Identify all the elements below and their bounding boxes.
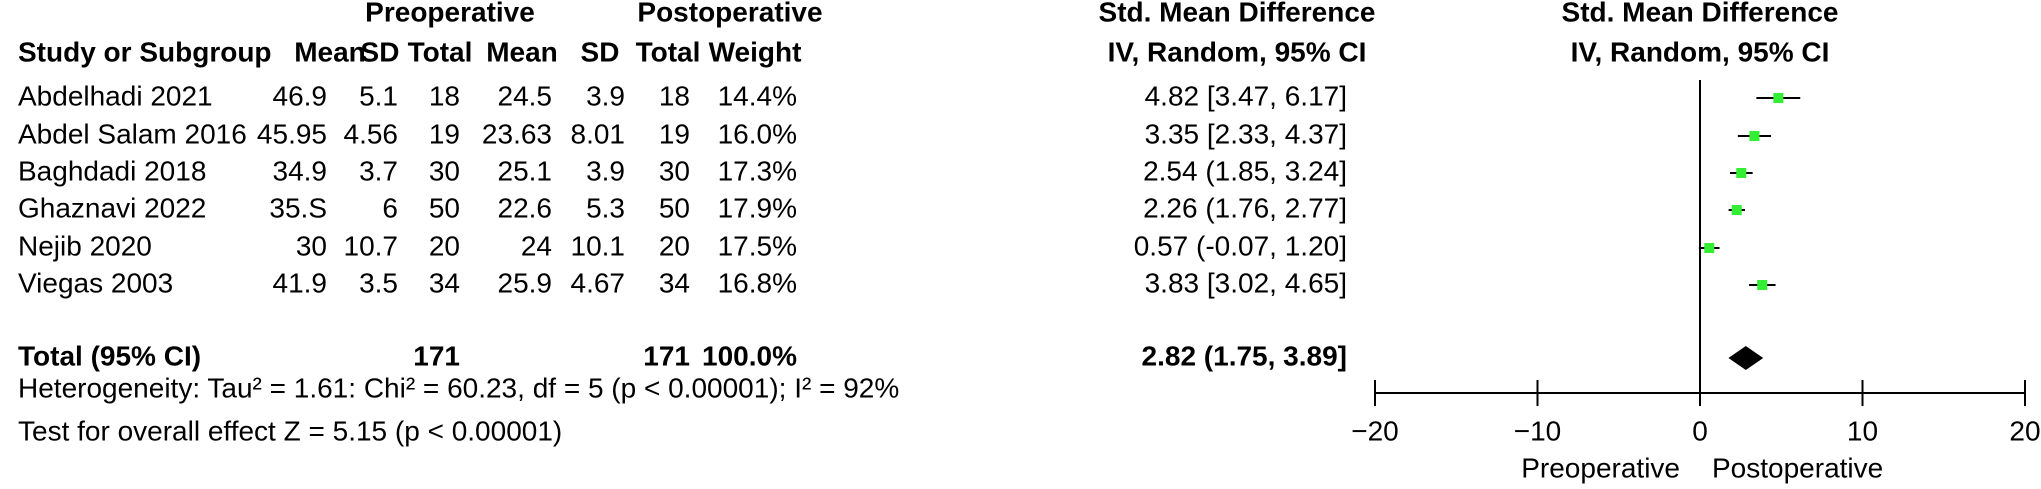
favours-left: Preoperative <box>1521 452 1680 483</box>
table-cell: 3.9 <box>586 80 625 111</box>
x-tick-label: 10 <box>1847 415 1878 446</box>
table-cell: 3.5 <box>359 267 398 298</box>
group-header: Postoperative <box>637 0 822 27</box>
table-cell: 18 <box>659 80 690 111</box>
heterogeneity: Heterogeneity: Tau² = 1.61: Chi² = 60.23… <box>18 372 899 403</box>
table-cell: 24 <box>521 230 552 261</box>
table-cell: 35.S <box>269 192 327 223</box>
total-cell: 171 <box>643 340 690 371</box>
table-cell: 17.5% <box>718 230 797 261</box>
effect-square <box>1773 93 1784 103</box>
column-header: Total <box>636 36 701 67</box>
group-header: Std. Mean Difference <box>1099 0 1376 27</box>
table-cell: 8.01 <box>571 118 626 149</box>
table-cell: 5.3 <box>586 192 625 223</box>
method-header: IV, Random, 95% CI <box>1571 36 1830 67</box>
total-diamond <box>1728 346 1764 370</box>
table-cell: 10.7 <box>344 230 399 261</box>
table-cell: 19 <box>659 118 690 149</box>
table-cell: 30 <box>296 230 327 261</box>
table-cell: 23.63 <box>482 118 552 149</box>
effect-label: 3.35 [2.33, 4.37] <box>1145 118 1347 149</box>
total-label: Total (95% CI) <box>18 340 201 371</box>
table-cell: 34 <box>659 267 690 298</box>
effect-label: 2.26 (1.76, 2.77] <box>1143 192 1347 223</box>
effect-label: 4.82 [3.47, 6.17] <box>1145 80 1347 111</box>
table-cell: 19 <box>429 118 460 149</box>
table-cell: 25.9 <box>498 267 553 298</box>
table-cell: 50 <box>429 192 460 223</box>
effect-square <box>1749 131 1760 141</box>
study-name: Abdelhadi 2021 <box>18 80 213 111</box>
study-name: Viegas 2003 <box>18 267 173 298</box>
table-cell: 16.0% <box>718 118 797 149</box>
column-header: Mean <box>486 36 558 67</box>
table-cell: 34 <box>429 267 460 298</box>
study-name: Ghaznavi 2022 <box>18 192 206 223</box>
table-cell: 3.9 <box>586 155 625 186</box>
column-header: SD <box>361 36 400 67</box>
table-cell: 41.9 <box>273 267 328 298</box>
x-tick-label: 0 <box>1692 415 1708 446</box>
table-cell: 3.7 <box>359 155 398 186</box>
table-cell: 34.9 <box>273 155 328 186</box>
table-cell: 20 <box>659 230 690 261</box>
table-cell: 10.1 <box>571 230 626 261</box>
effect-square <box>1736 168 1747 178</box>
column-header: Total <box>408 36 473 67</box>
total-cell: 171 <box>413 340 460 371</box>
x-tick-label: −20 <box>1351 415 1399 446</box>
effect-label: 3.83 [3.02, 4.65] <box>1145 267 1347 298</box>
effect-label: 2.54 (1.85, 3.24] <box>1143 155 1347 186</box>
table-cell: 17.3% <box>718 155 797 186</box>
column-header: SD <box>581 36 620 67</box>
total-effect-label: 2.82 (1.75, 3.89] <box>1142 340 1347 371</box>
total-cell: 100.0% <box>702 340 797 371</box>
effect-label: 0.57 (-0.07, 1.20] <box>1134 230 1347 261</box>
study-name: Nejib 2020 <box>18 230 152 261</box>
column-header: Mean <box>294 36 366 67</box>
table-cell: 4.67 <box>571 267 626 298</box>
effect-square <box>1757 280 1768 290</box>
table-cell: 5.1 <box>359 80 398 111</box>
effect-square <box>1704 243 1715 253</box>
table-cell: 50 <box>659 192 690 223</box>
table-cell: 46.9 <box>273 80 328 111</box>
study-name: Abdel Salam 2016 <box>18 118 247 149</box>
table-cell: 30 <box>429 155 460 186</box>
favours-right: Postoperative <box>1712 452 1883 483</box>
table-cell: 22.6 <box>498 192 553 223</box>
column-header: Study or Subgroup <box>18 36 272 67</box>
group-header: Std. Mean Difference <box>1562 0 1839 27</box>
table-cell: 45.95 <box>257 118 327 149</box>
overall-effect: Test for overall effect Z = 5.15 (p < 0.… <box>18 415 562 446</box>
effect-square <box>1731 205 1742 215</box>
x-tick-label: 20 <box>2009 415 2040 446</box>
table-cell: 4.56 <box>344 118 399 149</box>
table-cell: 24.5 <box>498 80 553 111</box>
table-cell: 17.9% <box>718 192 797 223</box>
method-header: IV, Random, 95% CI <box>1108 36 1367 67</box>
group-header: Preoperative <box>365 0 535 27</box>
study-name: Baghdadi 2018 <box>18 155 206 186</box>
table-cell: 25.1 <box>498 155 553 186</box>
column-header: Weight <box>709 36 802 67</box>
table-cell: 20 <box>429 230 460 261</box>
table-cell: 30 <box>659 155 690 186</box>
table-cell: 16.8% <box>718 267 797 298</box>
table-cell: 18 <box>429 80 460 111</box>
table-cell: 6 <box>382 192 398 223</box>
x-tick-label: −10 <box>1514 415 1562 446</box>
table-cell: 14.4% <box>718 80 797 111</box>
